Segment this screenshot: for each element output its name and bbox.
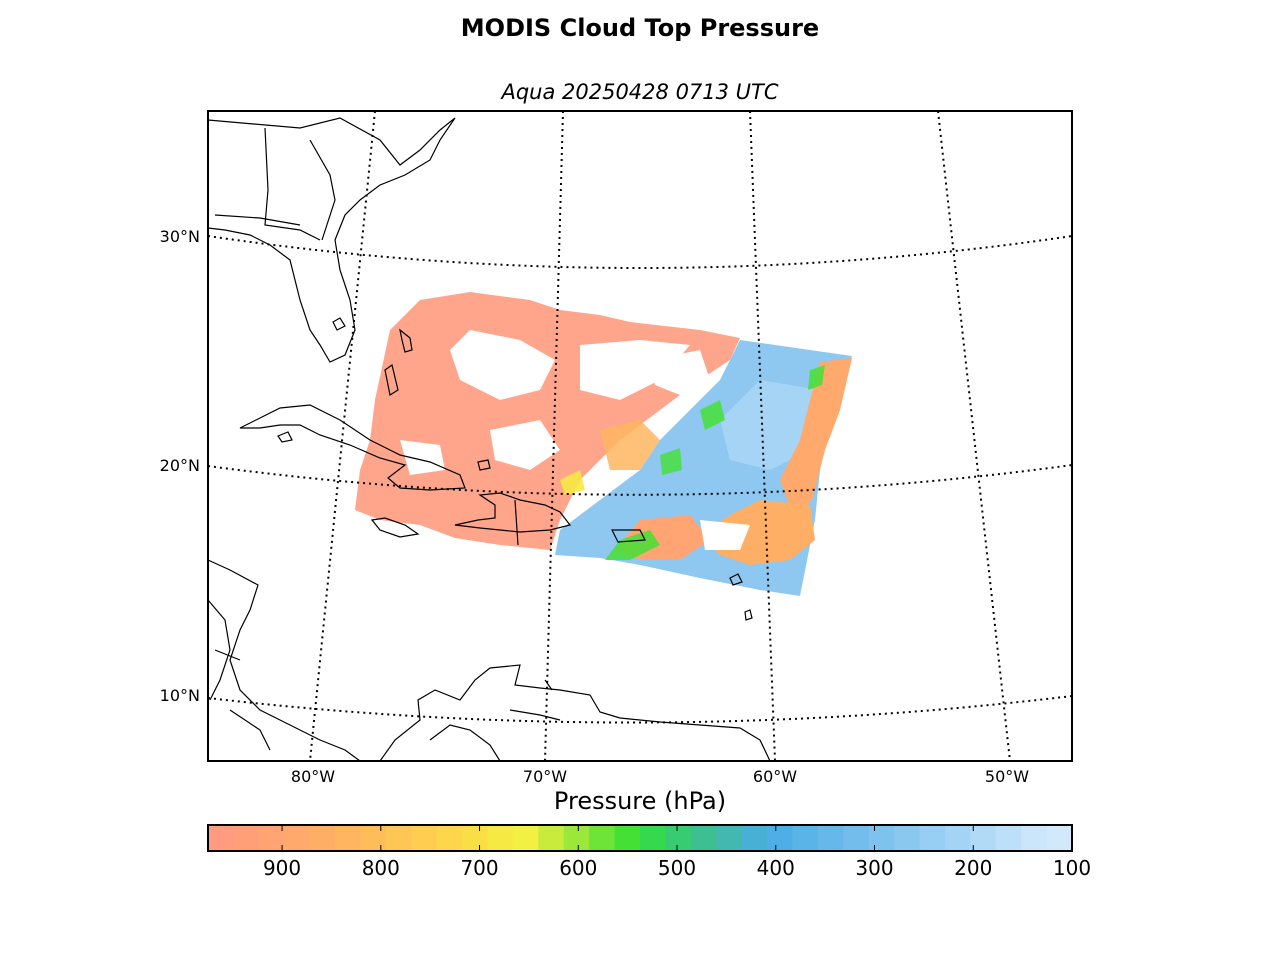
colorbar-cell xyxy=(309,825,336,851)
colorbar-cell xyxy=(258,825,285,851)
colorbar-tick-label: 400 xyxy=(756,856,795,880)
colorbar-tick-label: 100 xyxy=(1052,856,1092,880)
colorbar-cell xyxy=(868,825,895,851)
colorbar-cell xyxy=(843,825,870,851)
colorbar-cell xyxy=(487,825,514,851)
map-area xyxy=(208,111,1072,761)
colorbar-cell xyxy=(589,825,616,851)
cloud-swath xyxy=(355,292,852,596)
colorbar-cell xyxy=(1021,825,1048,851)
lon-label-80w: 80°W xyxy=(290,767,336,786)
colorbar-cell xyxy=(512,825,539,851)
colorbar-cell xyxy=(411,825,438,851)
lat-label-10n: 10°N xyxy=(159,686,200,705)
colorbar xyxy=(208,825,1073,851)
colorbar-cell xyxy=(792,825,819,851)
colorbar-cell xyxy=(995,825,1022,851)
colorbar-cell xyxy=(944,825,971,851)
colorbar-tick-label: 900 xyxy=(262,856,302,880)
colorbar-cell xyxy=(665,825,692,851)
colorbar-cell xyxy=(360,825,387,851)
colorbar-cell xyxy=(767,825,794,851)
colorbar-tick-label: 600 xyxy=(559,856,598,880)
lon-label-50w: 50°W xyxy=(984,767,1030,786)
colorbar-cell xyxy=(284,825,311,851)
colorbar-cell xyxy=(563,825,590,851)
colorbar-cell xyxy=(233,825,260,851)
lat-label-30n: 30°N xyxy=(159,227,200,246)
colorbar-tick-label: 200 xyxy=(954,856,993,880)
colorbar-cell xyxy=(741,825,768,851)
mid-cloud-east xyxy=(780,358,852,520)
colorbar-cell xyxy=(970,825,997,851)
colorbar-ticks xyxy=(281,825,1073,851)
colorbar-cell xyxy=(817,825,844,851)
colorbar-label: Pressure (hPa) xyxy=(553,787,727,815)
lon-label-60w: 60°W xyxy=(752,767,798,786)
map-subtitle: Aqua 20250428 0713 UTC xyxy=(501,80,779,104)
colorbar-cell xyxy=(894,825,921,851)
map-title: MODIS Cloud Top Pressure xyxy=(460,14,820,42)
coastlines xyxy=(208,117,771,761)
colorbar-tick-label: 500 xyxy=(657,856,697,880)
colorbar-cell xyxy=(614,825,641,851)
colorbar-cell xyxy=(335,825,362,851)
colorbar-cell xyxy=(462,825,489,851)
colorbar-tick-label: 700 xyxy=(460,856,499,880)
colorbar-cell xyxy=(385,825,412,851)
colorbar-cell xyxy=(716,825,743,851)
map-frame xyxy=(207,110,1073,762)
colorbar-cell xyxy=(640,825,667,851)
colorbar-tick-label: 300 xyxy=(855,856,894,880)
green-cloud-band xyxy=(605,530,660,560)
colorbar-cell xyxy=(690,825,717,851)
colorbar-cell xyxy=(538,825,565,851)
graticule xyxy=(208,111,1072,761)
colorbar-cell xyxy=(208,825,235,851)
colorbar-cell xyxy=(1046,825,1073,851)
colorbar-tick-label: 800 xyxy=(361,856,400,880)
colorbar-cell xyxy=(436,825,463,851)
colorbar-frame xyxy=(207,824,1073,852)
lon-label-70w: 70°W xyxy=(522,767,568,786)
colorbar-cell xyxy=(919,825,946,851)
lat-label-20n: 20°N xyxy=(159,456,200,475)
